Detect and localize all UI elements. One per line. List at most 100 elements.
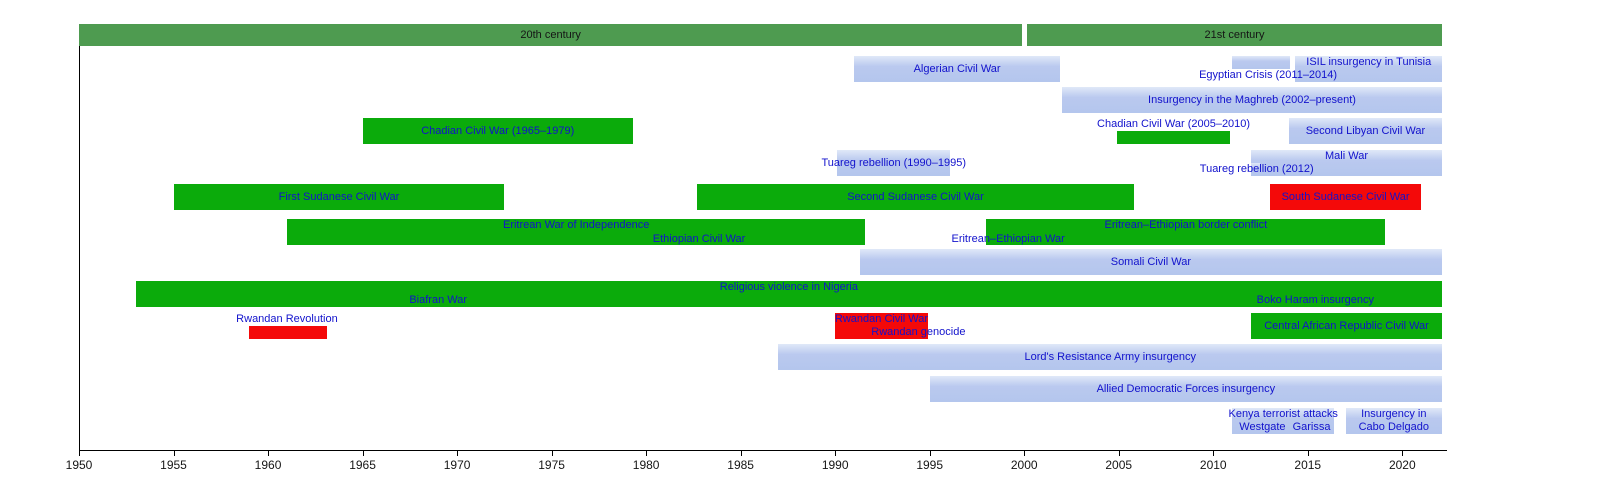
somali-civil-war-bar: Somali Civil War (859, 249, 1442, 275)
chadian-civil-war-1965-label[interactable]: Chadian Civil War (1965–1979) (421, 125, 575, 137)
eritrean-war-of-independence-label[interactable]: Eritrean War of Independence (502, 219, 650, 231)
rwandan-civil-war-label[interactable]: Rwandan Civil War (834, 313, 929, 325)
south-sudanese-civil-war-bar: South Sudanese Civil War (1269, 184, 1422, 210)
religious-violence-in-nigeria-bar: Religious violence in Nigeria (135, 281, 1442, 307)
eritrean-ethiopian-border-conflict-bar: Eritrean–Ethiopian border conflict (986, 219, 1386, 245)
timeline-row: Lord's Resistance Army insurgency (79, 344, 1442, 370)
x-axis-tick (268, 450, 270, 456)
century-band-20th: 20th century (79, 24, 1023, 46)
x-axis-tick (929, 450, 931, 456)
ethiopian-civil-war-bar: Ethiopian Civil War (532, 232, 866, 245)
insurgency-in-cabo-delgado-label-line1[interactable]: Insurgency in (1361, 408, 1427, 420)
x-axis-tick (1307, 450, 1309, 456)
x-axis-tick-label: 1975 (538, 458, 565, 472)
century-band-21st: 21st century (1027, 24, 1442, 46)
insurgency-in-the-maghreb-label[interactable]: Insurgency in the Maghreb (2002–present) (1148, 94, 1356, 106)
x-axis-tick-label: 1955 (160, 458, 187, 472)
x-axis-tick (740, 450, 742, 456)
timeline-row: Rwandan Revolution Rwandan Civil War Rwand… (79, 313, 1442, 339)
second-libyan-civil-war-label[interactable]: Second Libyan Civil War (1305, 125, 1426, 137)
timeline-row: Tuareg rebellion (1990–1995) Mali War Tuar… (79, 150, 1442, 176)
plot-area: 20th century 21st century Algerian Civil W… (79, 0, 1442, 450)
allied-democratic-forces-insurgency-bar: Allied Democratic Forces insurgency (929, 376, 1442, 402)
kenya-terrorist-attacks-label[interactable]: Kenya terrorist attacks (1228, 408, 1338, 420)
x-axis-tick-label: 1950 (65, 458, 93, 472)
x-axis-tick-label: 1990 (821, 458, 849, 472)
first-sudanese-civil-war-bar: First Sudanese Civil War (173, 184, 505, 210)
religious-violence-in-nigeria-label[interactable]: Religious violence in Nigeria (719, 281, 858, 293)
tuareg-rebellion-1990-bar: Tuareg rebellion (1990–1995) (821, 150, 966, 176)
second-sudanese-civil-war-bar: Second Sudanese Civil War (697, 184, 1134, 210)
x-axis-tick-label: 1965 (349, 458, 376, 472)
lords-resistance-army-insurgency-bar: Lord's Resistance Army insurgency (778, 344, 1442, 370)
x-axis-tick (457, 450, 459, 456)
allied-democratic-forces-insurgency-label[interactable]: Allied Democratic Forces insurgency (1096, 383, 1276, 395)
timeline-row: Eritrean War of Independence Ethiopian Ci… (79, 219, 1442, 245)
x-axis-tick (1118, 450, 1120, 456)
tuareg-rebellion-2012-bar (1251, 163, 1260, 176)
garissa-label[interactable]: Garissa (1292, 421, 1331, 433)
x-axis-tick-label: 2020 (1388, 458, 1416, 472)
x-axis-tick (1402, 450, 1404, 456)
y-axis-line (79, 24, 80, 450)
x-axis-tick (362, 450, 364, 456)
insurgency-in-cabo-delgado-bar: Insurgency in Cabo Delgado (1345, 408, 1442, 434)
first-sudanese-civil-war-label[interactable]: First Sudanese Civil War (278, 191, 400, 203)
ethiopian-civil-war-label[interactable]: Ethiopian Civil War (652, 232, 746, 245)
tuareg-rebellion-1990-label[interactable]: Tuareg rebellion (1990–1995) (821, 157, 967, 169)
x-axis-tick (835, 450, 837, 456)
second-sudanese-civil-war-label[interactable]: Second Sudanese Civil War (847, 191, 984, 203)
central-african-republic-civil-war-label[interactable]: Central African Republic Civil War (1264, 320, 1429, 332)
kenya-terrorist-attacks-bar (1232, 408, 1335, 434)
insurgency-in-cabo-delgado-label-line2[interactable]: Cabo Delgado (1358, 421, 1429, 433)
rwandan-revolution-bar (249, 326, 327, 339)
eritrean-ethiopian-border-conflict-label[interactable]: Eritrean–Ethiopian border conflict (1104, 219, 1268, 231)
timeline-row: Insurgency in the Maghreb (2002–present) (79, 87, 1442, 113)
egyptian-crisis-bar (1232, 56, 1290, 69)
timeline-row: First Sudanese Civil War Second Sudanese … (79, 184, 1442, 210)
timeline-row: Religious violence in Nigeria Biafran War… (79, 281, 1442, 307)
rwandan-civil-war-bar: Rwandan Civil War (835, 313, 928, 339)
lords-resistance-army-insurgency-label[interactable]: Lord's Resistance Army insurgency (1024, 351, 1196, 363)
rwandan-revolution-label[interactable]: Rwandan Revolution (236, 313, 338, 325)
x-axis-tick-label: 1995 (916, 458, 944, 472)
chadian-civil-war-2005-bar (1116, 131, 1231, 144)
isil-insurgency-in-tunisia-bar: ISIL insurgency in Tunisia (1295, 56, 1442, 82)
westgate-label[interactable]: Westgate (1239, 421, 1286, 433)
algerian-civil-war-label[interactable]: Algerian Civil War (913, 63, 1001, 75)
egyptian-crisis-label[interactable]: Egyptian Crisis (2011–2014) (1199, 69, 1338, 81)
rwandan-genocide-label[interactable]: Rwandan genocide (871, 326, 966, 338)
x-axis-tick-label: 2005 (1105, 458, 1133, 472)
chadian-civil-war-2005-label[interactable]: Chadian Civil War (2005–2010) (1097, 118, 1251, 130)
x-axis-tick (1024, 450, 1026, 456)
x-axis-tick-label: 2000 (1010, 458, 1038, 472)
x-axis-tick-label: 1985 (727, 458, 754, 472)
boko-haram-insurgency-label[interactable]: Boko Haram insurgency (1256, 294, 1375, 306)
second-libyan-civil-war-bar: Second Libyan Civil War (1288, 118, 1442, 144)
timeline-row: Allied Democratic Forces insurgency (79, 376, 1442, 402)
mali-war-label[interactable]: Mali War (1325, 150, 1369, 162)
somali-civil-war-label[interactable]: Somali Civil War (1110, 256, 1191, 268)
algerian-civil-war-bar: Algerian Civil War (854, 56, 1061, 82)
x-axis-tick (551, 450, 553, 456)
x-axis-tick-label: 1980 (632, 458, 660, 472)
x-axis-tick-label: 2010 (1199, 458, 1227, 472)
x-axis-tick-label: 1970 (443, 458, 471, 472)
x-axis-tick-label: 2015 (1294, 458, 1322, 472)
insurgency-in-the-maghreb-bar: Insurgency in the Maghreb (2002–present) (1062, 87, 1442, 113)
timeline-row: Somali Civil War (79, 249, 1442, 275)
timeline-row: Chadian Civil War (1965–1979) Chadian Civ… (79, 118, 1442, 144)
x-axis-line (79, 450, 1447, 451)
timeline-row: Kenya terrorist attacks Westgate Garissa In… (79, 408, 1442, 434)
biafran-war-label[interactable]: Biafran War (409, 294, 468, 306)
tuareg-rebellion-2012-label[interactable]: Tuareg rebellion (2012) (1199, 163, 1314, 175)
x-axis-tick (1213, 450, 1215, 456)
south-sudanese-civil-war-label[interactable]: South Sudanese Civil War (1281, 191, 1410, 203)
eritrean-ethiopian-war-label[interactable]: Eritrean–Ethiopian War (951, 232, 1065, 245)
isil-insurgency-in-tunisia-label[interactable]: ISIL insurgency in Tunisia (1306, 56, 1432, 68)
timeline-row: Algerian Civil War ISIL insurgency in Tun… (79, 56, 1442, 82)
central-african-republic-civil-war-bar: Central African Republic Civil War (1251, 313, 1442, 339)
x-axis-tick-label: 1960 (254, 458, 282, 472)
chadian-civil-war-1965-bar: Chadian Civil War (1965–1979) (362, 118, 633, 144)
